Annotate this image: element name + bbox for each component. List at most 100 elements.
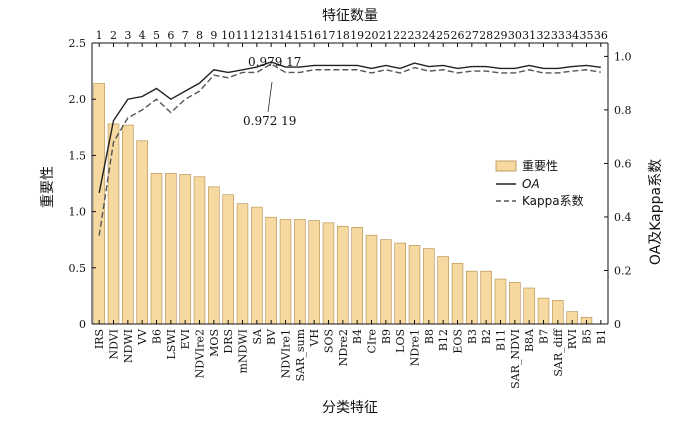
- category-label-NDVI: NDVI: [108, 329, 121, 360]
- top-tick-label: 12: [250, 29, 264, 42]
- category-label-B5: B5: [581, 329, 594, 344]
- x-axis-label: 分类特征: [322, 400, 378, 416]
- category-label-NDVIre1: NDVIre1: [280, 329, 293, 378]
- category-label-VH: VH: [308, 329, 321, 348]
- right-tick-label: 0.2: [614, 264, 632, 277]
- category-label-B3: B3: [466, 329, 479, 344]
- left-tick-label: 1.0: [69, 206, 87, 219]
- series-line-kappa: [98, 63, 601, 236]
- left-tick-label: 2.5: [69, 37, 87, 50]
- top-tick-label: 32: [537, 29, 551, 42]
- top-tick-label: 23: [408, 29, 422, 42]
- bar-B6: [150, 173, 163, 325]
- category-label-IRS: IRS: [93, 329, 106, 349]
- category-label-B9: B9: [380, 329, 393, 344]
- bar-NDre2: [337, 225, 349, 325]
- right-tick-label: 0.8: [614, 104, 632, 117]
- legend: 重要性 OA Kappa系数: [495, 159, 584, 208]
- top-tick-label: 21: [379, 29, 393, 42]
- category-label-NDre2: NDre2: [337, 329, 350, 366]
- lines-layer: [98, 61, 601, 236]
- top-tick-label: 14: [279, 29, 293, 42]
- annotation-leader-line: [267, 81, 273, 113]
- bar-EVI: [179, 174, 191, 325]
- left-tick-label: 0: [79, 318, 86, 331]
- category-label-B11: B11: [495, 329, 508, 351]
- category-label-NDre1: NDre1: [409, 329, 422, 366]
- bar-NDVIre1: [279, 219, 292, 325]
- category-label-NDWI: NDWI: [122, 329, 135, 363]
- category-label-mNDWI: mNDWI: [237, 329, 250, 374]
- top-tick-label: 3: [124, 29, 131, 42]
- legend-label-importance: 重要性: [522, 159, 558, 173]
- bar-VH: [308, 220, 320, 325]
- category-label-B12: B12: [437, 329, 450, 351]
- bar-LOS: [394, 242, 406, 325]
- category-label-B6: B6: [151, 329, 164, 344]
- category-label-SAR_sum: SAR_sum: [294, 328, 307, 381]
- legend-label-kappa: Kappa系数: [522, 193, 584, 208]
- left-tick-label: 1.5: [69, 149, 87, 162]
- top-tick-label: 35: [580, 29, 594, 42]
- top-tick-label: 8: [196, 29, 203, 42]
- top-tick-label: 31: [522, 29, 536, 42]
- bar-NDre1: [408, 245, 421, 325]
- top-tick-label: 30: [508, 29, 522, 42]
- bar-SOS: [322, 222, 335, 325]
- bar-SAR_NDVI: [509, 282, 521, 325]
- top-tick-label: 28: [479, 29, 493, 42]
- bar-B11: [494, 278, 507, 325]
- annotation-kappa-peak: 0.972 19: [243, 114, 296, 128]
- bars-layer: [93, 83, 593, 325]
- top-tick-label: 25: [436, 29, 450, 42]
- top-tick-label: 7: [182, 29, 189, 42]
- annotation-oa-peak: 0.979 17: [248, 55, 301, 69]
- category-label-B8A: B8A: [523, 328, 536, 352]
- top-tick-label: 10: [221, 29, 235, 42]
- category-label-B4: B4: [351, 329, 364, 344]
- bar-MOS: [208, 186, 220, 325]
- bar-B4: [351, 227, 363, 325]
- top-tick-label: 24: [422, 29, 436, 42]
- category-label-LSWI: LSWI: [165, 329, 178, 360]
- series-line-oa: [98, 61, 601, 194]
- right-axis-label: OA及Kappa系数: [648, 159, 664, 265]
- top-tick-label: 17: [322, 29, 336, 42]
- category-label-NDVIre2: NDVIre2: [194, 329, 207, 378]
- bar-B3: [466, 270, 478, 325]
- bar-NDVI: [107, 123, 120, 325]
- right-tick-label: 0: [614, 318, 621, 331]
- category-label-MOS: MOS: [208, 329, 221, 357]
- top-tick-label: 36: [594, 29, 608, 42]
- top-tick-label: 5: [153, 29, 160, 42]
- bar-BV: [265, 216, 277, 325]
- ticks-layer: 00.51.01.52.02.500.20.40.60.81.01 2 3 4 5 6 7 8…: [69, 29, 632, 389]
- category-label-RVI: RVI: [566, 329, 579, 349]
- right-tick-label: 0.6: [614, 157, 632, 170]
- top-tick-label: 18: [336, 29, 350, 42]
- top-tick-label: 15: [293, 29, 307, 42]
- top-tick-label: 29: [494, 29, 508, 42]
- left-tick-label: 2.0: [69, 93, 87, 106]
- bar-CIre: [365, 234, 378, 325]
- category-label-BV: BV: [265, 328, 278, 345]
- category-label-EVI: EVI: [179, 329, 192, 349]
- bar-B8: [423, 248, 435, 325]
- category-label-LOS: LOS: [394, 329, 407, 353]
- top-tick-label: 22: [393, 29, 407, 42]
- bar-IRS: [93, 83, 105, 325]
- bar-mNDWI: [236, 203, 249, 325]
- bar-NDVIre2: [193, 176, 206, 325]
- category-label-B1: B1: [595, 329, 608, 344]
- top-tick-label: 33: [551, 29, 565, 42]
- legend-swatch-importance: [495, 160, 517, 172]
- right-tick-label: 1.0: [614, 50, 632, 63]
- category-label-DRS: DRS: [222, 329, 235, 354]
- top-tick-label: 11: [236, 29, 250, 42]
- top-tick-label: 20: [365, 29, 379, 42]
- top-tick-label: 6: [167, 29, 174, 42]
- bar-NDWI: [122, 124, 134, 325]
- category-label-CIre: CIre: [366, 329, 379, 354]
